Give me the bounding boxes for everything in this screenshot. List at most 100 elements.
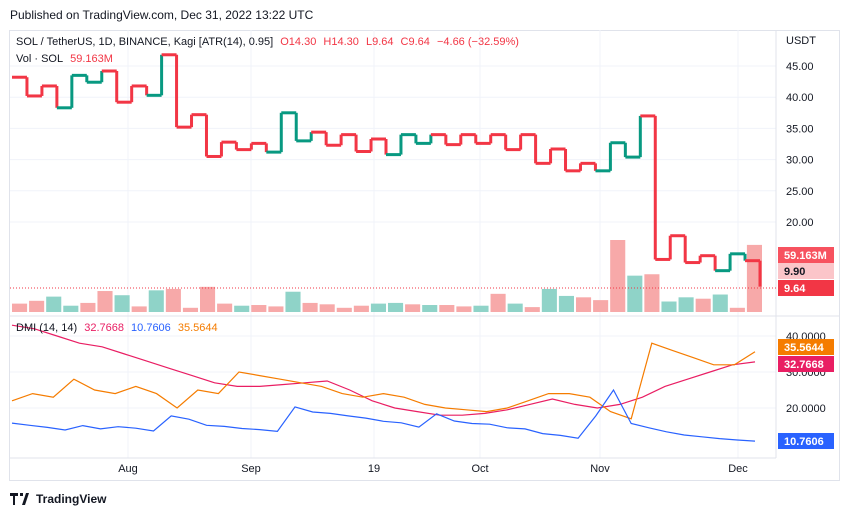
tradingview-logo-icon bbox=[10, 493, 29, 505]
volume-bar bbox=[29, 300, 45, 312]
plus-di-value: 35.5644 bbox=[177, 322, 218, 334]
change-value: −4.66 (−32.59%) bbox=[436, 36, 519, 48]
volume-bar bbox=[422, 305, 438, 312]
symbol-label: SOL / TetherUS, 1D, BINANCE, Kagi [ATR(1… bbox=[16, 36, 274, 48]
high-value: H14.30 bbox=[323, 36, 359, 48]
price-tick: 35.00 bbox=[786, 123, 814, 135]
volume-bar bbox=[200, 286, 216, 312]
volume-bar bbox=[388, 302, 404, 312]
volume-bar bbox=[439, 305, 455, 312]
adx-tag-bg bbox=[778, 356, 834, 372]
volume-bar bbox=[644, 274, 660, 312]
time-tick: 19 bbox=[368, 463, 380, 475]
volume-bar bbox=[490, 293, 506, 312]
last-price-tag-bg bbox=[778, 280, 834, 296]
minus-di-line bbox=[11, 388, 756, 442]
volume-bar bbox=[268, 306, 284, 312]
time-tick: Sep bbox=[241, 463, 261, 475]
volume-label: Vol · SOL bbox=[16, 53, 64, 65]
volume-bar bbox=[353, 305, 369, 312]
volume-bar bbox=[405, 304, 421, 312]
volume-bar bbox=[507, 303, 523, 312]
dmi-lines bbox=[11, 324, 756, 442]
time-tick: Nov bbox=[590, 463, 610, 475]
prev-close-tag-bg bbox=[778, 263, 834, 279]
plus-di-tag-bg bbox=[778, 339, 834, 355]
volume-bar bbox=[63, 305, 79, 312]
publisher-line: Published on TradingView.com, Dec 31, 20… bbox=[10, 8, 314, 22]
plus-di-tag: 35.5644 bbox=[784, 342, 825, 354]
last-price-tag: 9.64 bbox=[784, 283, 806, 295]
volume-bar bbox=[558, 295, 574, 312]
volume-bar bbox=[610, 240, 626, 312]
volume-bar bbox=[46, 296, 62, 312]
volume-bar bbox=[524, 307, 540, 312]
volume-bar bbox=[251, 305, 267, 312]
prev-close-tag: 9.90 bbox=[784, 266, 805, 278]
minus-di-value: 10.7606 bbox=[131, 322, 171, 334]
tradingview-logo[interactable]: TradingView bbox=[10, 492, 106, 506]
time-tick: Aug bbox=[118, 463, 138, 475]
time-tick: Dec bbox=[728, 463, 748, 475]
volume-bar bbox=[182, 307, 198, 312]
volume-bar bbox=[370, 303, 386, 312]
volume-bar bbox=[80, 302, 96, 312]
open-value: O14.30 bbox=[280, 36, 317, 48]
volume-bar bbox=[234, 305, 250, 312]
volume-legend: Vol · SOL 59.163M bbox=[16, 53, 117, 65]
price-tick: 45.00 bbox=[786, 61, 814, 73]
volume-bar bbox=[576, 297, 592, 312]
volume-tag: 59.163M bbox=[784, 250, 827, 262]
low-value: L9.64 bbox=[365, 36, 394, 48]
main-legend: SOL / TetherUS, 1D, BINANCE, Kagi [ATR(1… bbox=[16, 36, 523, 48]
volume-bar bbox=[165, 288, 181, 312]
minus-di-tag-bg bbox=[778, 433, 834, 449]
volume-bar bbox=[12, 303, 28, 312]
volume-bar bbox=[678, 297, 694, 312]
volume-bar bbox=[97, 291, 113, 312]
volume-value: 59.163M bbox=[70, 53, 113, 65]
adx-tag: 32.7668 bbox=[784, 359, 824, 371]
volume-bars bbox=[12, 240, 762, 312]
volume-bar bbox=[661, 301, 677, 312]
volume-bar bbox=[114, 295, 130, 312]
volume-bar bbox=[302, 302, 318, 312]
volume-bar bbox=[148, 290, 164, 312]
volume-bar bbox=[541, 288, 557, 312]
volume-bar bbox=[593, 300, 609, 312]
volume-bar bbox=[729, 307, 745, 312]
time-axis-ticks: Aug Sep 19 Oct Nov Dec bbox=[118, 463, 748, 475]
axis-tags: 59.163M 9.90 9.64 35.5644 32.7668 10.7606 bbox=[778, 247, 834, 449]
volume-bar bbox=[336, 307, 352, 312]
volume-bar bbox=[627, 275, 643, 312]
dmi-label: DMI (14, 14) bbox=[16, 322, 78, 334]
volume-bar bbox=[319, 304, 335, 312]
price-axis-ticks: 45.00 40.00 35.00 30.00 25.00 20.00 bbox=[786, 61, 814, 229]
price-tick: 30.00 bbox=[786, 155, 814, 167]
time-tick: Oct bbox=[471, 463, 488, 475]
currency-label: USDT bbox=[786, 35, 816, 47]
brand-label: TradingView bbox=[36, 492, 107, 506]
price-tick: 25.00 bbox=[786, 186, 814, 198]
chart-frame bbox=[9, 30, 840, 481]
volume-bar bbox=[473, 305, 489, 312]
dmi-tick: 20.0000 bbox=[786, 403, 826, 415]
volume-bar bbox=[217, 303, 233, 312]
volume-bar bbox=[456, 306, 472, 312]
adx-line bbox=[11, 324, 756, 416]
dmi-legend: DMI (14, 14) 32.7668 10.7606 35.5644 bbox=[16, 322, 222, 334]
kagi-line bbox=[12, 53, 762, 287]
volume-bar bbox=[131, 306, 147, 312]
plus-di-line bbox=[11, 342, 756, 420]
price-tick: 20.00 bbox=[786, 217, 814, 229]
volume-tag-bg bbox=[778, 247, 834, 263]
minus-di-tag: 10.7606 bbox=[784, 436, 824, 448]
volume-bar bbox=[695, 298, 711, 312]
close-value: C9.64 bbox=[400, 36, 430, 48]
grid bbox=[10, 30, 776, 458]
price-tick: 40.00 bbox=[786, 92, 814, 104]
volume-bar bbox=[285, 291, 301, 312]
adx-value: 32.7668 bbox=[84, 322, 124, 334]
volume-bar bbox=[712, 294, 728, 312]
